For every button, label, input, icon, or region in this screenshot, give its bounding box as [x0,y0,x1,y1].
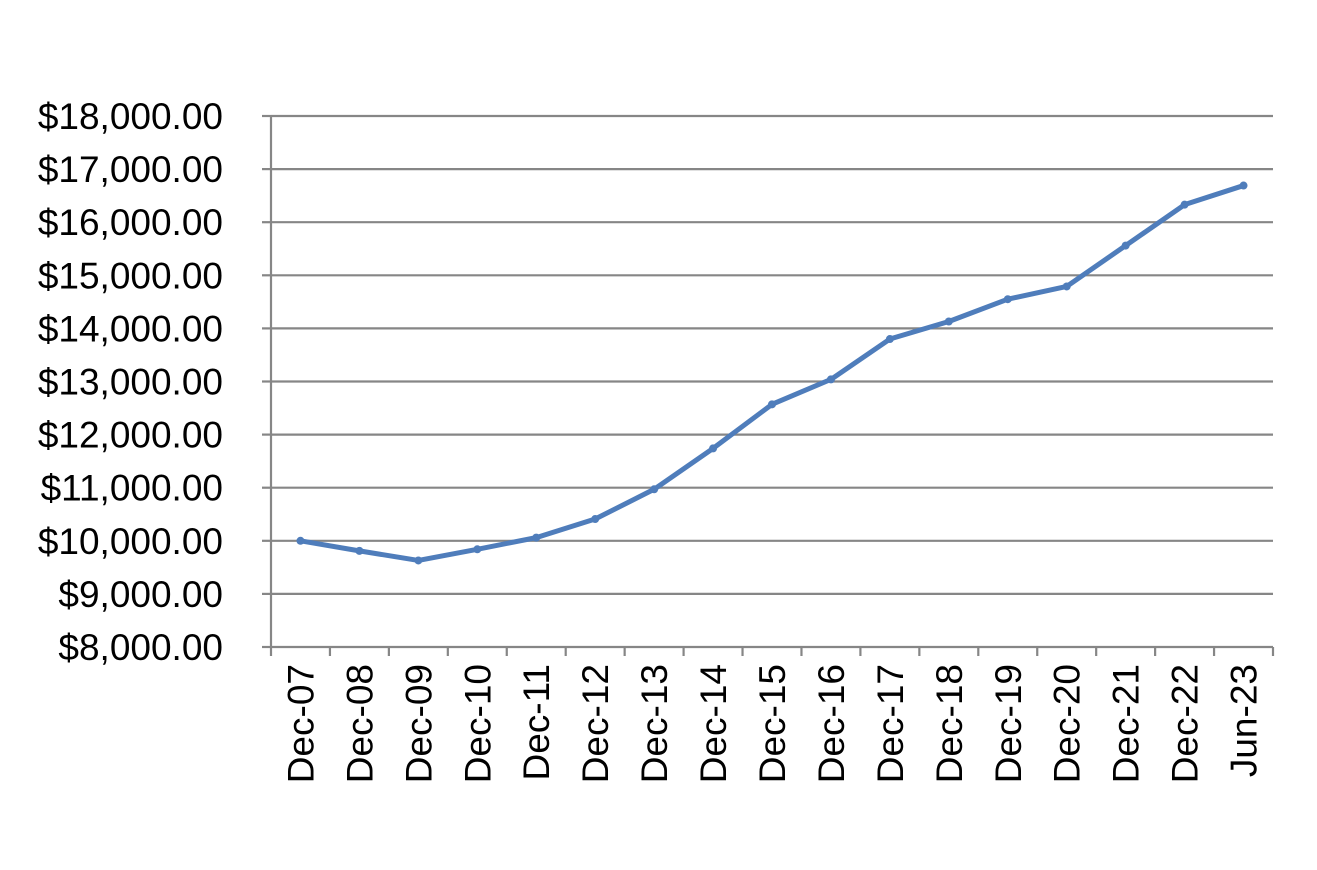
y-tick-label: $18,000.00 [38,96,223,137]
data-point [591,515,600,524]
x-tick-label: Dec-07 [280,664,321,783]
x-tick-label: Dec-08 [339,664,380,783]
x-tick-label: Dec-15 [752,664,793,783]
data-point [1180,200,1189,209]
x-axis-tick-labels: Dec-07 Dec-08 Dec-09 Dec-10 Dec-11 Dec-12 Dec-… [280,664,1264,783]
x-tick-label: Dec-16 [811,664,852,783]
data-point [355,546,364,555]
y-tick-label: $8,000.00 [58,627,223,668]
x-tick-label: Dec-09 [398,664,439,783]
data-point [826,375,835,384]
x-tick-label: Dec-10 [457,664,498,783]
data-point [1062,282,1071,291]
x-tick-label: Dec-14 [693,664,734,783]
y-tick-label: $10,000.00 [38,521,223,562]
x-tick-label: Dec-18 [929,664,970,783]
x-tick-label: Dec-13 [634,664,675,783]
data-point [1003,295,1012,304]
y-tick-label: $16,000.00 [38,202,223,243]
series-line [297,183,1247,563]
data-point [296,536,305,545]
x-tick-label: Dec-22 [1165,664,1206,783]
axes [262,114,1275,656]
y-tick-label: $13,000.00 [38,362,223,403]
data-point [473,545,482,554]
series-layer [296,181,1248,565]
x-tick-label: Dec-19 [988,664,1029,783]
data-point [768,400,776,409]
x-tick-label: Jun-23 [1224,664,1265,777]
data-point [944,317,953,326]
y-tick-label: $12,000.00 [38,415,223,456]
y-tick-label: $14,000.00 [38,308,223,349]
data-point [532,533,541,542]
x-tick-label: Dec-17 [870,664,911,783]
data-point [885,335,894,344]
y-tick-label: $15,000.00 [38,255,223,296]
y-axis-tick-labels: $8,000.00 $9,000.00 $10,000.00 $11,000.00 $1… [38,96,223,668]
x-tick-label: Dec-11 [516,664,557,781]
data-point [650,485,659,494]
x-tick-label: Dec-21 [1106,664,1147,783]
x-tick-label: Dec-12 [575,664,616,783]
gridlines [271,114,1273,596]
y-tick-label: $17,000.00 [38,149,223,190]
y-tick-label: $9,000.00 [58,574,223,615]
data-point [1121,241,1130,250]
y-tick-label: $11,000.00 [41,468,223,509]
data-point [1239,181,1248,190]
data-point [709,444,718,453]
x-tick-label: Dec-20 [1047,664,1088,783]
data-point [414,556,423,565]
